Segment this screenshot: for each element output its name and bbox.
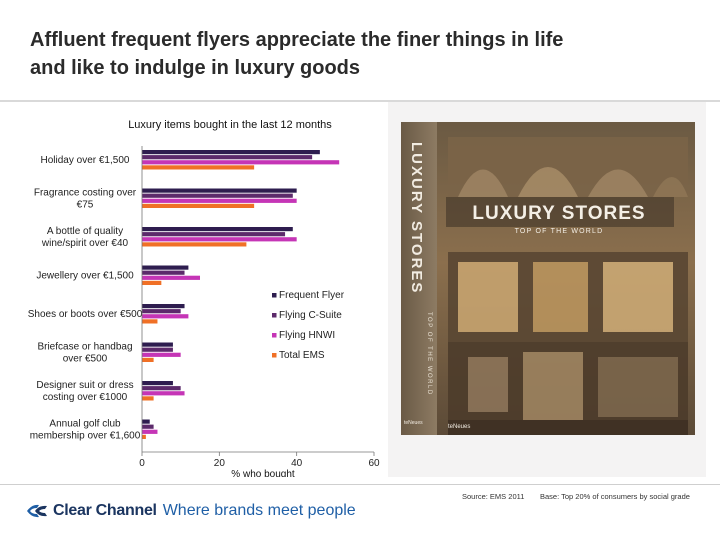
x-tick-label: 0 — [139, 458, 145, 469]
bar — [142, 198, 297, 203]
cover-title-band — [446, 197, 674, 227]
brand-tagline: Where brands meet people — [162, 502, 356, 519]
bar — [142, 347, 173, 352]
bar — [142, 381, 173, 386]
category-label: over €500 — [63, 354, 108, 365]
category-label: Shoes or boots over €500 — [28, 309, 143, 320]
bar — [142, 193, 293, 198]
legend-swatch — [272, 293, 277, 298]
brand-logo: Clear Channel Where brands meet people — [26, 500, 356, 522]
bar — [142, 319, 158, 324]
chart-legend: Frequent Flyer Flying C-Suite Flying HNWI T… — [272, 290, 345, 361]
bar — [142, 237, 297, 242]
spine-subtitle: TOP OF THE WORLD — [426, 312, 432, 396]
title-divider — [0, 100, 720, 102]
book-cover-image: LUXURY STORES TOP OF THE WORLD teNeues L… — [388, 102, 706, 477]
slide-title: Affluent frequent flyers appreciate the … — [30, 26, 700, 82]
category-label: Fragrance costing over — [34, 188, 137, 199]
x-axis-label: % who bought — [231, 469, 295, 477]
bar — [142, 242, 247, 247]
chart-title: Luxury items bought in the last 12 month… — [128, 119, 332, 131]
bar-chart: Luxury items bought in the last 12 month… — [28, 119, 380, 480]
title-line-2: and like to indulge in luxury goods — [30, 57, 361, 79]
category-label: Jewellery over €1,500 — [36, 271, 134, 282]
x-tick-label: 20 — [214, 458, 226, 469]
clear-channel-icon — [27, 504, 47, 518]
legend-label: Frequent Flyer — [279, 290, 345, 301]
bar — [142, 352, 181, 357]
bar — [142, 391, 185, 396]
x-tick-label: 40 — [291, 458, 303, 469]
category-label: €75 — [77, 200, 94, 211]
bar — [142, 424, 154, 429]
chart-panel: Luxury items bought in the last 12 month… — [0, 102, 388, 480]
bar — [142, 232, 286, 237]
legend-swatch — [272, 313, 277, 318]
x-axis: 0 20 40 60 — [139, 146, 380, 469]
cover-title: LUXURY STORES — [472, 203, 645, 224]
legend-label: Flying HNWI — [279, 330, 335, 341]
category-labels: Holiday over €1,500 Fragrance costing ove… — [28, 155, 143, 442]
bar — [142, 270, 185, 275]
bar — [142, 357, 154, 362]
book-spine — [401, 122, 437, 435]
bar — [142, 165, 255, 170]
bar — [142, 386, 181, 391]
category-label: costing over €1000 — [43, 392, 128, 403]
category-label: Briefcase or handbag — [37, 342, 132, 353]
x-tick-label: 60 — [368, 458, 380, 469]
category-label: membership over €1,600 — [30, 431, 141, 442]
bar — [142, 188, 297, 193]
bar — [142, 150, 320, 155]
legend-swatch — [272, 353, 277, 358]
bar — [142, 304, 185, 309]
bar — [142, 342, 173, 347]
cover-subtitle: TOP OF THE WORLD — [515, 228, 604, 235]
bar — [142, 203, 255, 208]
category-label: Annual golf club — [49, 419, 121, 430]
base-note: Base: Top 20% of consumers by social gra… — [540, 492, 690, 501]
cover-publisher: teNeues — [448, 424, 470, 430]
brand-name: Clear Channel — [53, 502, 157, 519]
spine-publisher: teNeues — [404, 420, 423, 426]
spine-title: LUXURY STORES — [408, 142, 425, 294]
bar — [142, 396, 154, 401]
bar — [142, 419, 150, 424]
bar — [142, 275, 200, 280]
category-label: Designer suit or dress — [36, 380, 133, 391]
book-photo: LUXURY STORES TOP OF THE WORLD teNeues L… — [388, 102, 706, 477]
chart-bars — [142, 150, 340, 439]
legend-label: Flying C-Suite — [279, 310, 342, 321]
category-label: A bottle of quality — [47, 226, 123, 237]
legend-swatch — [272, 333, 277, 338]
store-interior-illustration — [448, 137, 688, 435]
bar — [142, 265, 189, 270]
bar — [142, 309, 181, 314]
bar — [142, 434, 146, 439]
category-label: Holiday over €1,500 — [41, 155, 130, 166]
bar — [142, 155, 313, 160]
bar — [142, 160, 340, 165]
category-label: wine/spirit over €40 — [41, 238, 129, 249]
bar — [142, 227, 293, 232]
bar — [142, 429, 158, 434]
source-note: Source: EMS 2011 — [462, 492, 525, 501]
footer-divider — [0, 484, 720, 485]
legend-label: Total EMS — [279, 350, 325, 361]
bar — [142, 280, 162, 285]
bar — [142, 314, 189, 319]
title-line-1: Affluent frequent flyers appreciate the … — [30, 29, 564, 51]
